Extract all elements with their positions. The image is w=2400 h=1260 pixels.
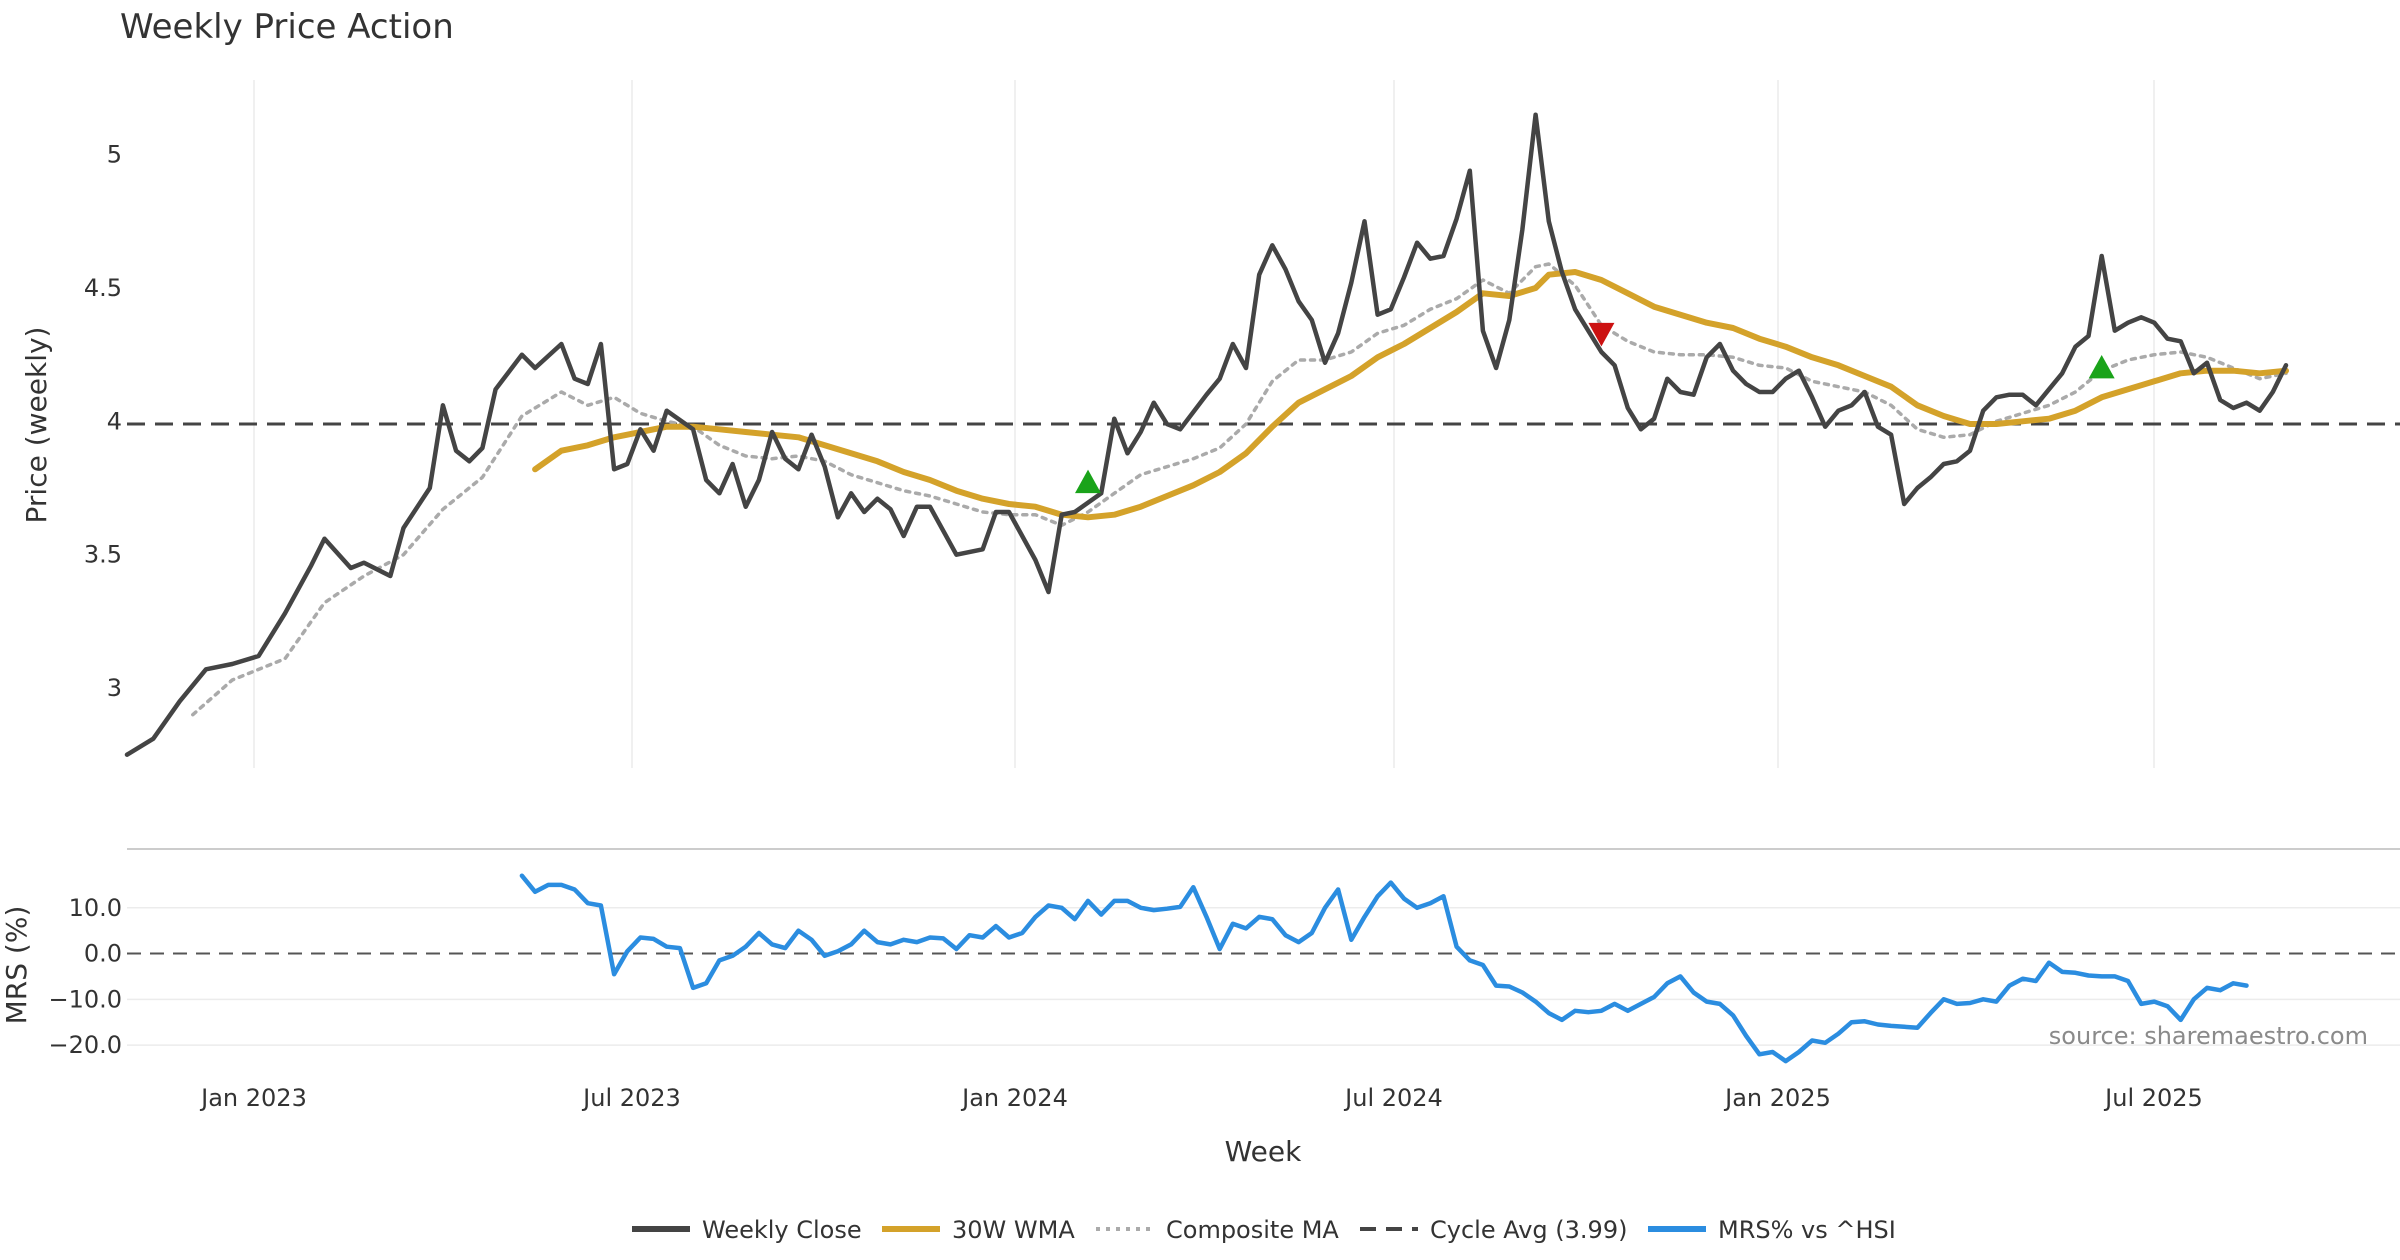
legend-label: MRS% vs ^HSI	[1718, 1216, 1896, 1244]
buy-signal-marker	[2088, 355, 2115, 379]
x-tick-label: Jul 2023	[581, 1084, 681, 1112]
chart-title: Weekly Price Action	[120, 7, 454, 47]
buy-signal-marker	[1075, 469, 1102, 494]
mrs-line	[519, 873, 2249, 1064]
x-tick-label: Jul 2025	[2103, 1084, 2203, 1112]
weekly-close-line	[124, 112, 2289, 757]
signal-markers	[1075, 322, 2115, 494]
composite-ma-line	[191, 262, 2288, 717]
price-y-tick-label: 4	[107, 407, 122, 435]
axis-labels: Jan 2023 Jul 2023 Jan 2024 Jul 2024 Jan 2025…	[48, 141, 2202, 1112]
mrs-panel-grid	[127, 907, 2400, 1046]
mrs-y-tick-label: −10.0	[48, 985, 122, 1013]
price-y-axis-label: Price (weekly)	[20, 327, 53, 524]
mrs-y-axis-label: MRS (%)	[0, 906, 33, 1025]
legend: Weekly Close 30W WMA Composite MA Cycle Avg…	[632, 1216, 1896, 1244]
x-tick-label: Jan 2025	[1723, 1084, 1831, 1112]
source-annotation: source: sharemaestro.com	[2049, 1022, 2368, 1050]
legend-label: Cycle Avg (3.99)	[1430, 1216, 1627, 1244]
price-y-tick-label: 3	[107, 674, 122, 702]
legend-label: Composite MA	[1166, 1216, 1339, 1244]
mrs-y-tick-label: −20.0	[48, 1031, 122, 1059]
price-y-tick-label: 3.5	[84, 541, 122, 569]
sell-signal-marker	[1588, 322, 1615, 347]
x-tick-label: Jan 2024	[960, 1084, 1068, 1112]
legend-label: Weekly Close	[702, 1216, 862, 1244]
wma-30w-line	[532, 269, 2289, 521]
mrs-y-tick-label: 10.0	[69, 894, 122, 922]
legend-label: 30W WMA	[952, 1216, 1075, 1244]
x-tick-label: Jan 2023	[199, 1084, 307, 1112]
price-series-group	[124, 112, 2400, 757]
x-axis-label: Week	[1225, 1135, 1302, 1168]
mrs-y-tick-label: 0.0	[84, 940, 122, 968]
x-tick-label: Jul 2024	[1343, 1084, 1443, 1112]
mrs-series-group	[127, 873, 2400, 1064]
price-y-tick-label: 4.5	[84, 274, 122, 302]
price-y-tick-label: 5	[107, 141, 122, 169]
